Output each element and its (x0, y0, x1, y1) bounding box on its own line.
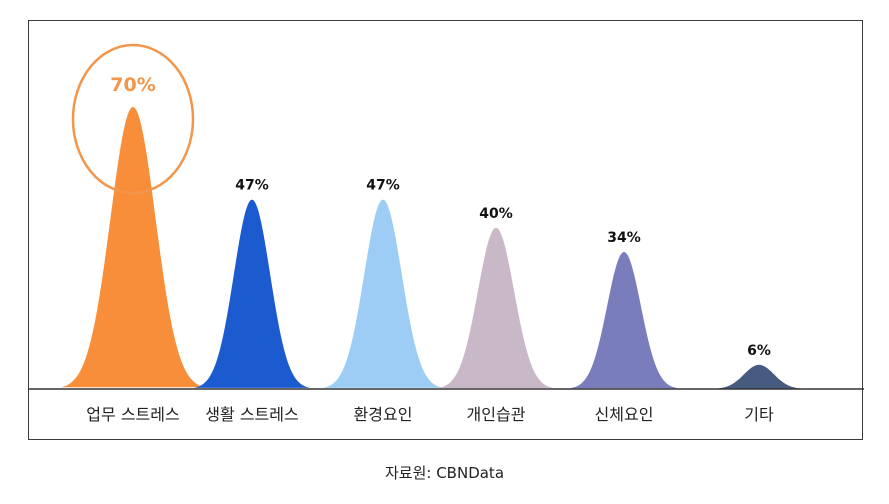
value-label-기타: 6% (747, 343, 771, 359)
peak-기타 (711, 364, 807, 389)
peak-환경요인 (323, 199, 443, 388)
category-label-환경요인: 환경요인 (354, 405, 413, 424)
peak-신체요인 (570, 252, 678, 389)
highlight-ring (71, 43, 195, 195)
peak-개인습관 (438, 227, 554, 388)
category-label-개인습관: 개인습관 (467, 405, 526, 424)
source-note: 자료원: CBNData (384, 464, 505, 482)
chart-frame: 70% 업무 스트레스 47% 생활 스트레스 47% 환경요인 40% 개인습관 34% 신체요… (28, 20, 864, 440)
peak-생활-스트레스 (194, 199, 310, 388)
peak-업무-스트레스 (61, 107, 205, 388)
value-label-업무-스트레스: 70% (110, 74, 155, 96)
peak-chart: 70% 업무 스트레스 47% 생활 스트레스 47% 환경요인 40% 개인습관 34% 신체요… (29, 43, 864, 424)
value-label-개인습관: 40% (479, 206, 513, 222)
category-label-신체요인: 신체요인 (595, 405, 654, 424)
value-label-신체요인: 34% (607, 230, 641, 246)
value-label-생활-스트레스: 47% (235, 178, 269, 194)
category-label-생활-스트레스: 생활 스트레스 (205, 405, 298, 424)
value-label-환경요인: 47% (366, 178, 400, 194)
category-label-업무-스트레스: 업무 스트레스 (86, 405, 179, 424)
category-label-기타: 기타 (744, 405, 774, 424)
